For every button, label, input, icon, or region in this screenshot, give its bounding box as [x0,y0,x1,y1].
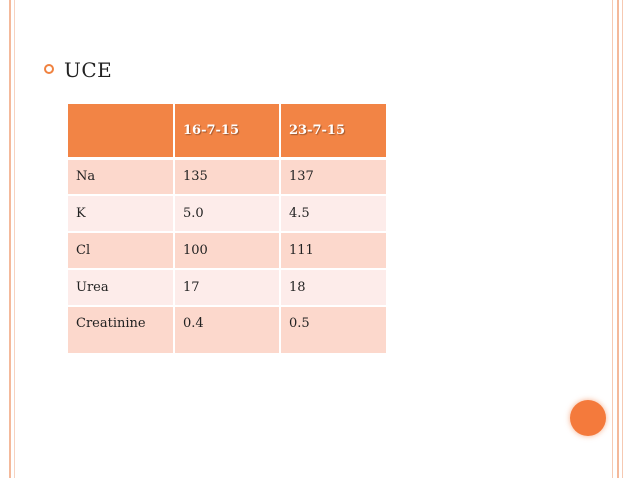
table-row: Na 135 137 [68,158,386,196]
table-cell: Creatinine [68,306,175,355]
table-cell: 111 [280,232,386,270]
table-cell: 0.5 [280,306,386,355]
slide-heading: UCE [64,58,113,82]
table-cell: Na [68,158,175,196]
table-cell: 17 [174,269,281,307]
table-cell: 5.0 [174,195,281,233]
table-cell: Urea [68,269,175,307]
table-row: Cl 100 111 [68,232,386,270]
left-border-line-inner [14,0,15,478]
table-row: K 5.0 4.5 [68,195,386,233]
table-cell: Cl [68,232,175,270]
decorative-circle-icon [570,400,606,436]
table-cell: 135 [174,158,281,196]
table-cell: 137 [280,158,386,196]
table-header-cell: 16-7-15 [174,104,281,160]
table-header-cell [68,104,175,160]
table-header-cell: 23-7-15 [280,104,386,160]
table-row: Urea 17 18 [68,269,386,307]
right-border-line-2 [617,0,619,478]
left-border-line [9,0,11,478]
table-cell: 18 [280,269,386,307]
table-cell: 100 [174,232,281,270]
table-cell: 0.4 [174,306,281,355]
right-border-line-1 [612,0,613,478]
right-border-line-3 [622,0,623,478]
table-cell: 4.5 [280,195,386,233]
table-cell: K [68,195,175,233]
uce-table: 16-7-15 23-7-15 Na 135 137 K 5.0 4.5 Cl … [68,104,386,355]
table-header-row: 16-7-15 23-7-15 [68,104,386,160]
ring-bullet-icon [44,64,54,74]
table-row: Creatinine 0.4 0.5 [68,306,386,355]
